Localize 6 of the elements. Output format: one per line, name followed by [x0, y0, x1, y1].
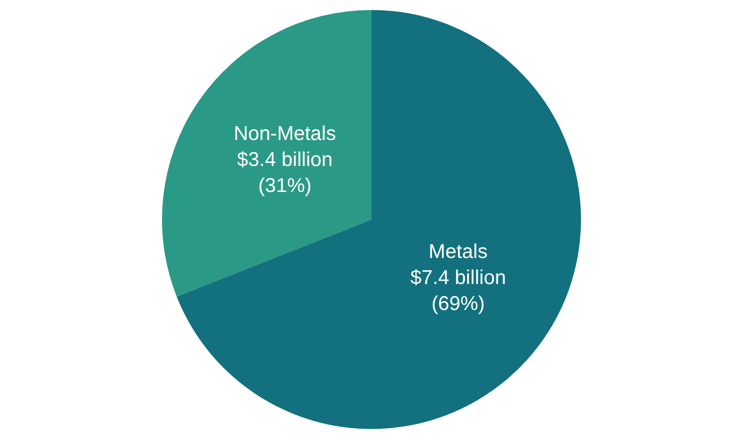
slice-label: Non-Metals	[234, 123, 336, 146]
data-label: (31%)	[258, 175, 312, 198]
data-label: (69%)	[431, 292, 485, 315]
text: $7.4 billion	[410, 266, 506, 289]
text: $3.4 billion	[237, 149, 333, 172]
slice-label: Metals	[428, 240, 488, 263]
